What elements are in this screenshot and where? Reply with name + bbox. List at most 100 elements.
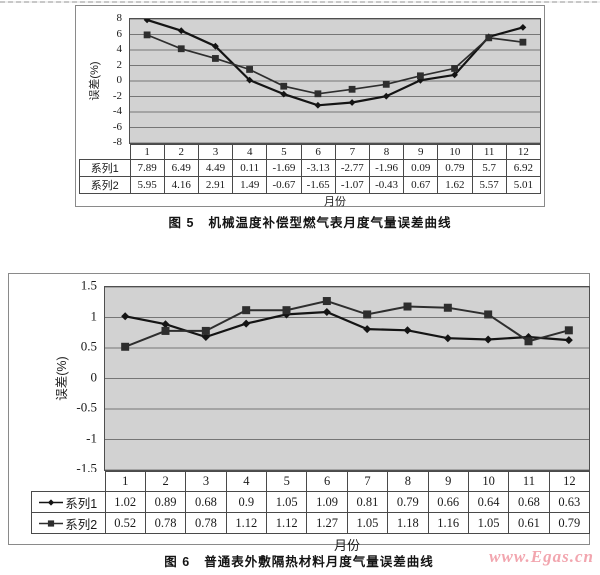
value-cell: 1.05	[265, 491, 308, 513]
series-2-marker-square-icon	[242, 306, 251, 315]
month-header-cell: 8	[368, 144, 405, 160]
value-cell: 6.92	[505, 159, 542, 177]
month-header-cell: 11	[471, 144, 507, 160]
value-cell: 5.57	[471, 176, 507, 194]
y-tick-label: 8	[116, 11, 123, 24]
series-2-marker-square-icon	[403, 302, 412, 311]
series-1-marker-diamond-icon	[348, 99, 356, 106]
figure6-caption-text: 普通表外敷隔热材料月度气量误差曲线	[204, 555, 434, 569]
series-2-marker-square-icon	[177, 45, 185, 53]
value-cell: 7.89	[129, 159, 165, 177]
figure6: 误差(%) 1.5 1 0.5 0 -0.5 -1 -1.5 1 2 3 4 5 6 7 8 9 10 11 12…	[8, 273, 591, 570]
plot-area	[104, 286, 590, 471]
series-label: 系列1	[31, 491, 106, 513]
series-1-marker-diamond-icon	[161, 320, 170, 329]
month-header-cell: 8	[387, 471, 429, 492]
figure5-caption-label: 图 5	[168, 216, 195, 230]
y-tick-label: -1	[86, 430, 97, 446]
value-cell: 0.79	[437, 159, 473, 177]
series-1-marker-diamond-icon	[143, 19, 151, 24]
series-row: 系列1 7.89 6.49 4.49 0.11 -1.69 -3.13 -2.77 -1.96 0…	[79, 159, 542, 177]
y-tick-label: 1.5	[80, 277, 97, 293]
series-1-line	[146, 19, 524, 107]
series-1-marker-diamond-icon	[48, 498, 55, 506]
month-header-cell: 3	[197, 144, 234, 160]
month-header-cell: 1	[104, 471, 146, 492]
y-tick-label: 4	[116, 42, 123, 55]
month-header-cell: 5	[266, 144, 302, 160]
series-2-marker-square-icon	[524, 337, 533, 346]
month-header-cell: 7	[346, 471, 389, 492]
month-header-cell: 6	[300, 144, 336, 160]
series-row: 系列1 1.02 0.89 0.68 0.9 1.05 1.09 0.81 0.79 0.66 0.…	[31, 491, 591, 513]
value-cell: 0.68	[185, 491, 227, 513]
month-header-cell: 1	[129, 144, 165, 160]
value-cell: 2.91	[197, 176, 234, 194]
value-cell: 1.05	[467, 512, 510, 534]
value-cell: 0.66	[427, 491, 469, 513]
month-header-cell: 10	[437, 144, 473, 160]
value-cell: 1.09	[306, 491, 348, 513]
value-cell: 1.02	[104, 491, 146, 513]
month-header-cell: 11	[508, 471, 550, 492]
y-tick-label: 1	[90, 308, 98, 324]
value-cell: 0.81	[346, 491, 389, 513]
value-cell: 0.79	[387, 491, 429, 513]
series-1-marker-diamond-icon	[451, 71, 458, 79]
series-1-marker-diamond-icon	[484, 335, 493, 344]
month-header-row: 1 2 3 4 5 6 7 8 9 10 11 12	[79, 144, 542, 160]
series-name: 系列1	[65, 496, 98, 511]
month-header-cell: 5	[265, 471, 308, 492]
series-2-marker-square-icon	[161, 326, 170, 335]
value-cell: -1.69	[266, 159, 302, 177]
y-tick-label: 2	[116, 58, 123, 71]
value-cell: 0.63	[548, 491, 591, 513]
series-1-marker-diamond-icon	[564, 336, 573, 345]
series-1-marker-diamond-icon	[212, 42, 219, 50]
series-1-marker-diamond-icon	[403, 326, 412, 335]
value-cell: 0.64	[467, 491, 510, 513]
value-cell: 4.49	[197, 159, 234, 177]
value-cell: -1.96	[368, 159, 405, 177]
value-cell: 1.12	[225, 512, 268, 534]
series-row: 系列2 0.52 0.78 0.78 1.12 1.12 1.27 1.05 1.18 1.16 1…	[31, 512, 591, 534]
value-cell: -0.67	[266, 176, 302, 194]
y-tick-label: -6	[112, 120, 122, 133]
plot-svg	[105, 287, 589, 470]
data-table: 1 2 3 4 5 6 7 8 9 10 11 12 系列1 7.89 6.49 4.49 0.11 -1.69-…	[79, 144, 542, 194]
value-cell: 0.09	[403, 159, 439, 177]
value-cell: 1.12	[265, 512, 308, 534]
series-2-marker-square-icon	[246, 66, 253, 73]
value-cell: -1.65	[300, 176, 336, 194]
figure6-frame: 误差(%) 1.5 1 0.5 0 -0.5 -1 -1.5 1 2 3 4 5 6 7 8 9 10 11 12…	[8, 273, 591, 553]
series-2-marker-square-icon	[519, 38, 527, 46]
series-2-marker-square-icon	[48, 519, 55, 527]
month-header-cell: 2	[144, 471, 187, 492]
value-cell: 0.61	[508, 512, 550, 534]
series-2-line	[146, 34, 524, 95]
series-2-marker-square-icon	[443, 303, 452, 312]
month-header-cell: 3	[185, 471, 227, 492]
value-cell: 1.05	[346, 512, 389, 534]
value-cell: 1.16	[427, 512, 469, 534]
watermark: www.Egas.cn	[489, 547, 594, 566]
y-tick-label: 0	[90, 369, 98, 385]
plot-svg	[130, 19, 540, 143]
series-2-marker-square-icon	[282, 306, 291, 315]
series-2-marker-square-icon	[484, 310, 493, 319]
data-table: 1 2 3 4 5 6 7 8 9 10 11 12 系列1 1.02 0.89 0.68 0.9 1.05 1.0…	[31, 471, 591, 534]
y-tick-label: -2	[112, 89, 122, 102]
series-2-marker-square-icon	[212, 55, 219, 62]
value-cell: 0.79	[548, 512, 591, 534]
series-2-marker-square-icon	[363, 310, 372, 319]
series-row: 系列2 5.95 4.16 2.91 1.49 -0.67 -1.65 -1.07 -0.43 0…	[79, 176, 542, 194]
value-cell: 0.52	[104, 512, 146, 534]
figure5: 误差(%) 8 6 4 2 0 -2 -4 -6 -8 1 2 3 4 5 6 7 8 9 10 11 12 系列1 7.…	[75, 5, 545, 231]
series-2-marker-square-icon	[485, 34, 493, 42]
value-cell: 6.49	[163, 159, 199, 177]
x-axis-title: 月份	[324, 196, 346, 208]
series-1-marker-diamond-icon	[246, 76, 253, 84]
series-label: 系列1	[79, 159, 131, 177]
series-2-marker-square-icon	[564, 326, 573, 335]
month-header-cell: 4	[225, 471, 268, 492]
